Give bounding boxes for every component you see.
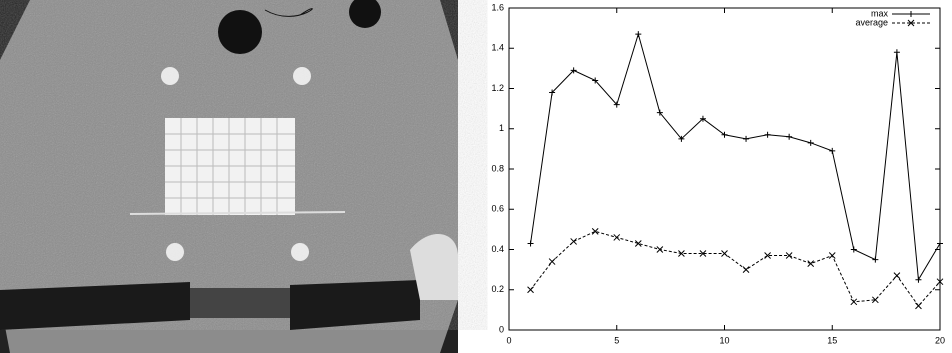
point-marker bbox=[613, 234, 621, 241]
photo bbox=[0, 0, 459, 353]
legend-marker bbox=[907, 19, 915, 27]
point-marker bbox=[570, 67, 577, 74]
point-marker bbox=[828, 252, 836, 259]
point-marker bbox=[527, 286, 534, 294]
y-tick-label: 0.4 bbox=[491, 244, 504, 254]
point-marker bbox=[936, 278, 944, 286]
legend-label: max bbox=[871, 8, 889, 18]
point-marker bbox=[764, 252, 771, 259]
point-marker bbox=[635, 31, 642, 38]
point-marker bbox=[570, 238, 578, 245]
point-marker bbox=[807, 260, 815, 267]
x-tick-label: 0 bbox=[506, 335, 511, 345]
point-marker bbox=[937, 240, 943, 247]
series-line bbox=[530, 230, 941, 307]
x-tick-label: 10 bbox=[719, 335, 729, 345]
x-tick-label: 5 bbox=[614, 335, 619, 345]
point-marker bbox=[893, 272, 901, 280]
y-tick-label: 0 bbox=[499, 324, 504, 334]
point-marker bbox=[699, 115, 706, 122]
point-marker bbox=[743, 135, 750, 142]
point-marker bbox=[656, 246, 664, 253]
x-tick-label: 20 bbox=[935, 335, 945, 345]
point-marker bbox=[721, 250, 728, 257]
point-marker bbox=[548, 258, 556, 265]
point-marker bbox=[850, 246, 857, 253]
x-tick-label: 15 bbox=[827, 335, 837, 345]
legend-label: average bbox=[855, 17, 888, 27]
plot-frame bbox=[508, 7, 941, 331]
point-marker bbox=[656, 109, 663, 116]
point-marker bbox=[613, 101, 620, 108]
point-marker bbox=[850, 298, 858, 306]
point-marker bbox=[591, 228, 599, 235]
point-marker bbox=[872, 256, 879, 263]
point-marker bbox=[721, 131, 728, 138]
point-marker bbox=[742, 266, 750, 273]
point-marker bbox=[915, 302, 922, 310]
point-marker bbox=[678, 135, 685, 142]
point-marker bbox=[527, 240, 534, 247]
point-marker bbox=[829, 147, 836, 154]
y-tick-label: 1.4 bbox=[491, 43, 504, 53]
point-marker bbox=[592, 77, 599, 84]
y-tick-label: 1.6 bbox=[491, 2, 504, 12]
y-tick-label: 0.2 bbox=[491, 284, 504, 294]
point-marker bbox=[764, 131, 771, 138]
point-marker bbox=[915, 276, 922, 283]
y-tick-label: 1.2 bbox=[491, 83, 504, 93]
y-tick-label: 1 bbox=[499, 123, 504, 133]
point-marker bbox=[678, 250, 685, 257]
point-marker bbox=[634, 240, 642, 247]
point-marker bbox=[871, 296, 879, 304]
y-tick-label: 0.8 bbox=[491, 163, 504, 173]
y-tick-label: 0.6 bbox=[491, 204, 504, 214]
legend-marker bbox=[908, 11, 914, 17]
point-marker bbox=[699, 250, 707, 257]
point-marker bbox=[785, 252, 793, 259]
point-marker bbox=[807, 139, 814, 146]
point-marker bbox=[549, 89, 556, 96]
series-line bbox=[530, 32, 941, 282]
point-marker bbox=[893, 49, 900, 56]
point-marker bbox=[786, 133, 793, 140]
